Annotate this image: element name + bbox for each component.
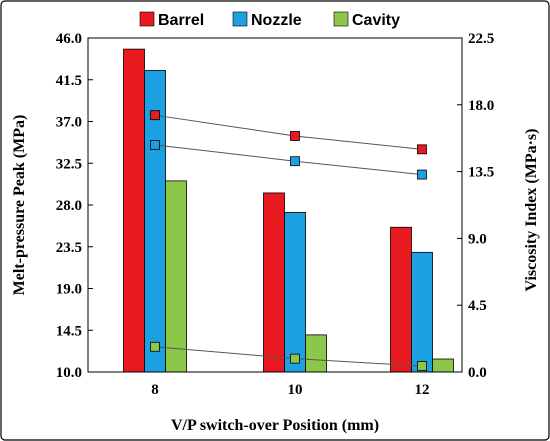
- viscosity-marker: [150, 110, 160, 121]
- bar-nozzle: [284, 212, 306, 373]
- y-left-tick-label: 10.0: [56, 365, 82, 381]
- viscosity-markers: [150, 110, 427, 371]
- x-axis-title: V/P switch-over Position (mm): [171, 417, 379, 434]
- y-axis-left-title: Melt-pressure Peak (MPa): [11, 115, 28, 296]
- y-left-tick-label: 37.0: [56, 115, 82, 131]
- y-left-tick-label: 19.0: [56, 282, 82, 298]
- bar-barrel: [123, 48, 145, 373]
- legend-swatch-cavity: [333, 11, 349, 27]
- bar-cavity: [432, 358, 454, 373]
- x-tick-label: 8: [151, 382, 159, 398]
- viscosity-marker: [417, 144, 427, 155]
- y-left-tick-label: 23.5: [56, 240, 82, 256]
- plot-area: 10.0 14.5 19.0 23.5 28.0 32.5 37.0 41.5 46.0 0.0…: [56, 31, 495, 398]
- y-right-tick-label: 0.0: [468, 365, 487, 381]
- viscosity-marker: [417, 361, 427, 371]
- y-right-tick-label: 22.5: [468, 31, 494, 47]
- y-left-tick-label: 14.5: [56, 323, 82, 339]
- y-left-tick-label: 46.0: [56, 31, 82, 47]
- legend-label-barrel: Barrel: [158, 12, 204, 29]
- legend: Barrel Nozzle Cavity: [139, 11, 400, 29]
- viscosity-marker: [150, 341, 160, 352]
- bar-barrel: [390, 226, 412, 373]
- x-tick-label: 10: [288, 382, 303, 398]
- viscosity-marker: [290, 156, 300, 167]
- bar-cavity: [305, 334, 327, 373]
- legend-swatch-barrel: [139, 11, 155, 27]
- bar-barrel: [263, 192, 285, 373]
- bar-cavity: [165, 180, 187, 373]
- y-axis-right-ticks: 0.0 4.5 9.0 13.5 18.0 22.5: [457, 31, 494, 381]
- y-axis-left-ticks: 10.0 14.5 19.0 23.5 28.0 32.5 37.0 41.5 46.0: [56, 31, 93, 381]
- y-left-tick-label: 41.5: [56, 73, 82, 89]
- bar-nozzle: [411, 251, 433, 373]
- y-left-tick-label: 32.5: [56, 156, 82, 172]
- y-right-tick-label: 13.5: [468, 165, 494, 181]
- legend-label-cavity: Cavity: [352, 12, 400, 29]
- viscosity-marker: [290, 353, 300, 364]
- y-right-tick-label: 4.5: [468, 298, 487, 314]
- viscosity-marker: [150, 139, 160, 150]
- legend-label-nozzle: Nozzle: [251, 12, 302, 29]
- viscosity-marker: [290, 131, 300, 141]
- y-right-tick-label: 9.0: [468, 231, 487, 247]
- x-tick-label: 12: [415, 382, 430, 398]
- y-axis-right-title: Viscosity Index (MPa·s): [523, 129, 540, 292]
- plot-border: [87, 37, 463, 373]
- legend-swatch-nozzle: [232, 11, 248, 27]
- y-right-tick-label: 18.0: [468, 98, 494, 114]
- y-left-tick-label: 28.0: [56, 198, 82, 214]
- viscosity-marker: [417, 169, 427, 180]
